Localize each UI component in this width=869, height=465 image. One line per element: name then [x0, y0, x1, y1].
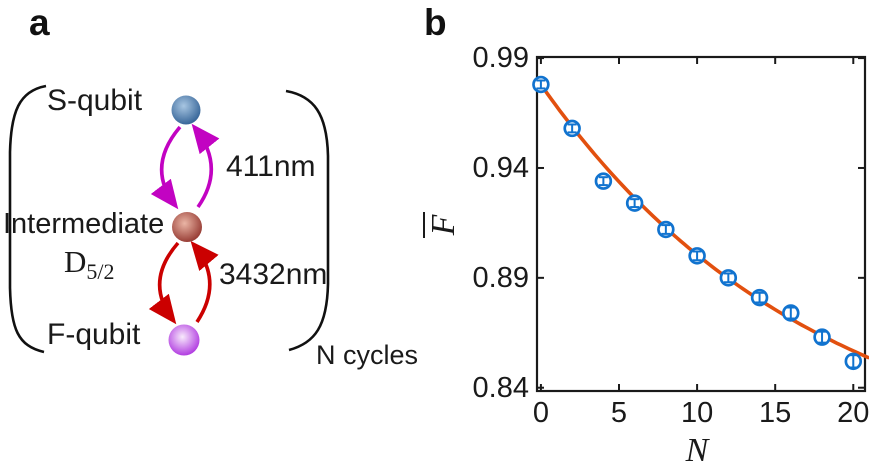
axes-box: [535, 55, 867, 393]
right-bracket: [285, 89, 330, 352]
s-qubit-sphere: [171, 95, 201, 125]
x-axis-label: N: [685, 432, 709, 465]
lower-transition-arrow-up: [190, 240, 219, 323]
s-qubit-label: S-qubit: [47, 84, 143, 117]
left-bracket: [8, 84, 47, 354]
fit-curve: [538, 81, 869, 360]
state-symbol-subscript: 5/2: [86, 259, 115, 285]
intermediate-sphere: [172, 212, 202, 242]
f-qubit-label: F-qubit: [47, 318, 141, 351]
data-point-marker: [594, 172, 613, 190]
y-axis-label: F: [420, 195, 464, 255]
n-cycles-label: N cycles: [316, 340, 419, 370]
intermediate-state-symbol: D5/2: [64, 246, 115, 283]
data-point-marker: [844, 352, 863, 371]
upper-transition-arrow-up: [191, 123, 220, 209]
data-point-marker: [782, 304, 800, 322]
data-point-marker: [532, 75, 550, 94]
y-axis-label-text: F: [423, 211, 462, 239]
data-point-marker: [813, 328, 831, 346]
data-point-marker: [750, 288, 769, 307]
lower-wavelength-label: 3432nm: [219, 258, 328, 291]
f-qubit-sphere: [168, 324, 200, 356]
panel-a-label: a: [29, 2, 50, 43]
data-point-marker: [563, 119, 581, 138]
data-point-marker: [625, 194, 644, 212]
data-point-marker: [688, 247, 706, 265]
state-symbol-base: D: [64, 244, 87, 279]
panel-a-diagram: [8, 84, 330, 356]
data-point-marker: [657, 220, 675, 239]
intermediate-label: Intermediate: [3, 208, 165, 240]
panel-b-label: b: [424, 2, 447, 43]
data-point-marker: [719, 269, 738, 287]
upper-wavelength-label: 411nm: [226, 150, 316, 183]
lower-transition-arrow-down: [148, 241, 180, 325]
upper-transition-arrow-down: [150, 125, 182, 210]
